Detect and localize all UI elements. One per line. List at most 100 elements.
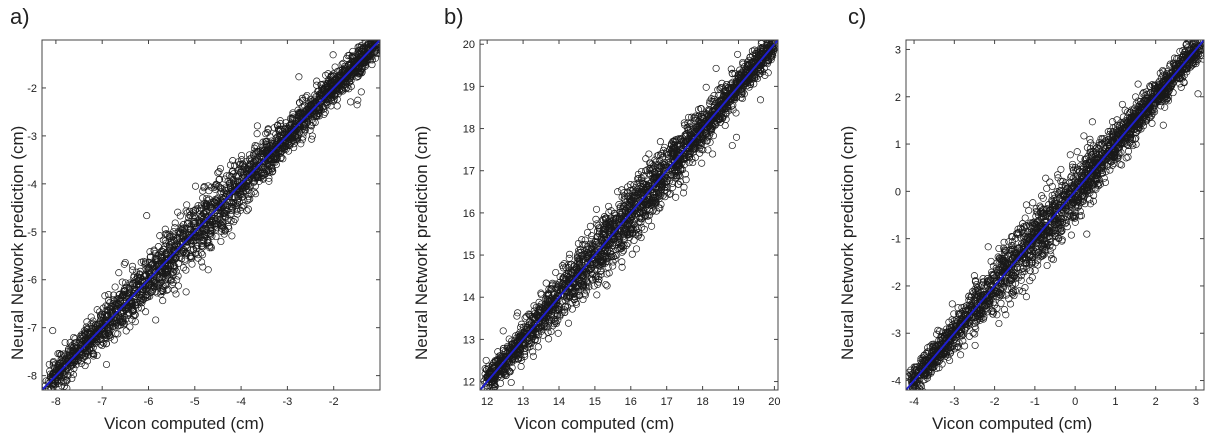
data-point xyxy=(120,260,128,268)
data-point xyxy=(513,334,521,342)
data-point xyxy=(485,388,492,390)
data-point xyxy=(724,93,733,101)
data-point xyxy=(137,258,145,266)
y-tick-label-a: -5 xyxy=(27,227,37,239)
data-point xyxy=(727,91,735,99)
data-point xyxy=(507,378,515,387)
data-point xyxy=(497,353,505,361)
data-point xyxy=(340,66,348,74)
data-point xyxy=(215,168,223,176)
data-point xyxy=(191,219,199,227)
data-point xyxy=(294,132,302,140)
data-point xyxy=(283,134,291,142)
data-point xyxy=(621,195,629,204)
data-point xyxy=(541,302,549,310)
data-point xyxy=(119,290,127,298)
data-point xyxy=(70,364,78,373)
data-point xyxy=(208,227,216,235)
data-point xyxy=(696,120,705,128)
data-point xyxy=(641,167,650,175)
data-point xyxy=(129,299,137,307)
data-point xyxy=(578,282,586,290)
data-point xyxy=(514,309,522,317)
data-point xyxy=(684,119,692,127)
data-point xyxy=(653,189,661,197)
data-point xyxy=(599,215,607,224)
data-point xyxy=(341,77,349,85)
data-point xyxy=(169,272,177,280)
data-point xyxy=(579,255,587,264)
data-point xyxy=(740,82,748,90)
data-point xyxy=(100,339,108,347)
data-point xyxy=(734,50,742,58)
x-tick-label-b: 19 xyxy=(732,396,744,408)
data-point xyxy=(581,236,589,244)
data-point xyxy=(752,49,760,57)
data-point xyxy=(282,139,290,147)
data-point xyxy=(195,218,203,226)
data-point xyxy=(141,272,149,280)
data-point xyxy=(673,173,681,181)
data-point xyxy=(502,357,510,365)
data-point xyxy=(116,304,124,312)
data-point xyxy=(594,280,602,288)
x-axis-label-b: Vicon computed (cm) xyxy=(514,414,675,433)
data-point xyxy=(755,49,763,57)
data-point xyxy=(201,210,209,218)
data-point xyxy=(98,341,106,350)
data-point xyxy=(537,291,545,299)
data-point xyxy=(561,308,569,317)
x-tick-label-b: 20 xyxy=(768,396,780,408)
data-point xyxy=(529,348,537,356)
data-point xyxy=(685,113,693,121)
data-point xyxy=(162,230,170,238)
data-point xyxy=(502,398,508,404)
data-point xyxy=(660,160,668,168)
data-point xyxy=(210,199,218,207)
data-point xyxy=(122,327,130,335)
data-point xyxy=(345,85,353,93)
data-point xyxy=(697,105,705,113)
data-point xyxy=(647,178,655,186)
data-point xyxy=(646,159,654,167)
y-tick-label-b: 18 xyxy=(463,124,475,136)
y-axis-label-a: Neural Network prediction (cm) xyxy=(8,125,27,360)
data-point xyxy=(198,258,206,266)
data-point xyxy=(702,83,710,91)
data-point xyxy=(679,142,687,150)
data-point xyxy=(238,151,246,160)
data-point xyxy=(746,78,754,87)
data-point xyxy=(630,188,638,197)
data-point xyxy=(150,246,158,254)
data-point xyxy=(259,171,267,179)
data-point xyxy=(689,135,697,143)
data-point xyxy=(522,333,530,341)
data-point xyxy=(332,76,340,84)
data-point xyxy=(597,267,605,275)
data-point xyxy=(663,188,671,196)
data-point xyxy=(716,96,724,104)
data-point xyxy=(270,155,278,163)
data-point xyxy=(561,296,569,304)
data-point xyxy=(669,145,677,153)
data-point xyxy=(703,130,711,138)
data-point xyxy=(655,204,663,212)
data-point xyxy=(178,247,186,255)
data-point xyxy=(49,361,57,369)
data-point xyxy=(62,376,70,384)
data-point xyxy=(142,276,150,285)
data-point xyxy=(575,256,584,264)
data-point xyxy=(354,72,362,80)
data-point xyxy=(635,187,643,195)
data-point xyxy=(262,148,270,156)
data-point xyxy=(238,156,246,164)
data-point xyxy=(189,246,197,254)
data-point xyxy=(674,160,682,169)
data-point xyxy=(601,229,609,237)
data-point xyxy=(77,359,85,368)
data-point xyxy=(214,169,222,177)
data-point xyxy=(199,263,207,271)
data-point xyxy=(79,332,87,340)
data-point xyxy=(224,216,232,224)
x-tick-label-a: -4 xyxy=(236,396,246,408)
